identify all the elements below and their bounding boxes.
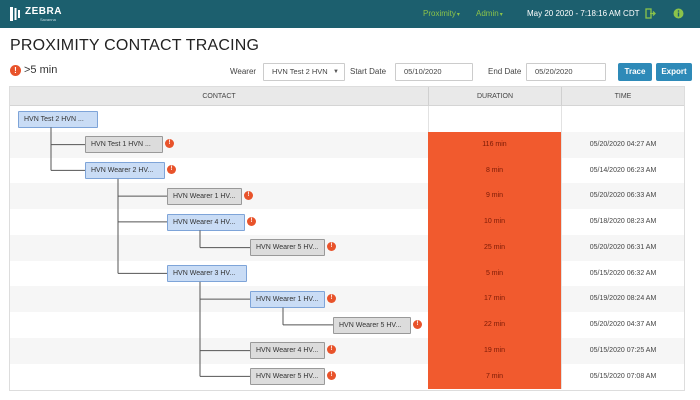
chevron-down-icon: ▼	[333, 69, 339, 75]
brand-name: ZEBRA	[25, 6, 62, 17]
contact-name: HVN Wearer 3 HV...	[173, 270, 236, 277]
page-title: PROXIMITY CONTACT TRACING	[10, 37, 260, 54]
current-datetime: May 20 2020 - 7:18:16 AM CDT	[527, 9, 640, 18]
header-contact: CONTACT	[10, 87, 428, 106]
table-row[interactable]: HVN Wearer 5 HV...! 7 min 05/15/2020 07:08…	[10, 363, 684, 390]
time-cell: 05/15/2020 06:32 AM	[561, 260, 684, 287]
time-cell: 05/20/2020 04:37 AM	[561, 312, 684, 338]
table-row[interactable]: HVN Wearer 3 HV... 5 min 05/15/2020 06:32 …	[10, 260, 684, 287]
contact-name: HVN Wearer 4 HV...	[256, 347, 319, 355]
chevron-down-icon: ▾	[456, 12, 460, 18]
alert-icon: !	[327, 345, 336, 355]
table-row[interactable]: HVN Wearer 5 HV...! 25 min 05/20/2020 06:3…	[10, 234, 684, 261]
alert-icon: !	[413, 319, 422, 329]
chevron-down-icon: ▾	[499, 12, 503, 18]
time-cell: 05/19/2020 08:24 AM	[561, 286, 684, 312]
contact-name: HVN Wearer 5 HV...	[339, 321, 402, 329]
wearer-select-value: HVN Test 2 HVN	[272, 67, 328, 76]
alert-icon: !	[167, 165, 176, 174]
nav-admin-label: Admin	[476, 9, 499, 18]
alert-icon: !	[327, 293, 336, 303]
header-duration: DURATION	[428, 87, 561, 106]
nav-proximity[interactable]: Proximity▾	[423, 9, 460, 18]
start-date-label: Start Date	[350, 67, 387, 76]
contact-node[interactable]: HVN Wearer 5 HV...!	[333, 316, 422, 334]
contact-name: HVN Wearer 1 HV...	[173, 192, 236, 200]
zebra-logo-icon	[10, 7, 20, 21]
export-button[interactable]: Export	[656, 63, 692, 81]
logout-icon[interactable]	[645, 8, 656, 19]
alert-icon: !	[165, 139, 174, 149]
wearer-select[interactable]: HVN Test 2 HVN ▼	[263, 63, 345, 81]
time-cell: 05/20/2020 06:33 AM	[561, 183, 684, 209]
duration-cell: 10 min	[428, 209, 561, 235]
alert-icon: !	[10, 65, 21, 76]
duration-cell: 22 min	[428, 312, 561, 338]
contact-node[interactable]: HVN Wearer 1 HV...!	[167, 187, 253, 205]
nav-admin[interactable]: Admin▾	[476, 9, 503, 18]
table-row[interactable]: HVN Wearer 4 HV...! 19 min 05/15/2020 07:2…	[10, 337, 684, 364]
contact-node[interactable]: HVN Test 2 HVN ...	[18, 110, 98, 128]
contact-node[interactable]: HVN Wearer 2 HV...!	[85, 162, 176, 179]
tree-connectors	[50, 127, 333, 377]
alert-icon: !	[327, 242, 336, 252]
alert-icon: !	[327, 371, 336, 380]
nav-proximity-label: Proximity	[423, 9, 456, 18]
time-cell: 05/15/2020 07:08 AM	[561, 363, 684, 390]
duration-cell: 8 min	[428, 157, 561, 184]
duration-cell: 17 min	[428, 286, 561, 312]
brand-sub: Savanna	[40, 17, 56, 22]
end-date-input[interactable]: 05/20/2020	[526, 63, 606, 81]
legend-label: >5 min	[24, 64, 58, 76]
contact-name: HVN Wearer 1 HV...	[256, 295, 319, 303]
table-row[interactable]: HVN Wearer 2 HV...! 8 min 05/14/2020 06:23…	[10, 157, 684, 184]
contact-node[interactable]: HVN Wearer 4 HV...!	[167, 213, 256, 231]
duration-cell: 19 min	[428, 337, 561, 364]
contact-node[interactable]: HVN Test 1 HVN ...!	[85, 136, 174, 154]
contact-name: HVN Wearer 5 HV...	[256, 244, 319, 252]
duration-cell: 5 min	[428, 260, 561, 287]
contact-table: CONTACT DURATION TIME HVN Test 2 HVN ...…	[9, 86, 685, 391]
start-date-input[interactable]: 05/10/2020	[395, 63, 473, 81]
duration-cell: 25 min	[428, 234, 561, 261]
alert-icon: !	[244, 190, 253, 200]
contact-name: HVN Wearer 5 HV...	[256, 373, 319, 380]
table-row[interactable]: HVN Test 1 HVN ...! 116 min 05/20/2020 04:…	[10, 131, 684, 158]
contact-name: HVN Test 1 HVN ...	[91, 141, 151, 149]
time-cell: 05/20/2020 06:31 AM	[561, 234, 684, 261]
contact-name: HVN Wearer 2 HV...	[91, 167, 154, 174]
table-row[interactable]: HVN Wearer 4 HV...! 10 min 05/18/2020 08:2…	[10, 209, 684, 235]
duration-cell: 116 min	[428, 131, 561, 158]
contact-node[interactable]: HVN Wearer 5 HV...!	[250, 239, 336, 257]
contact-node[interactable]: HVN Wearer 4 HV...!	[250, 342, 336, 360]
time-cell	[561, 106, 684, 132]
contact-name: HVN Test 2 HVN ...	[24, 115, 84, 123]
wearer-label: Wearer	[230, 67, 257, 76]
alert-icon: !	[247, 216, 256, 226]
duration-cell-empty	[428, 106, 561, 132]
contact-node[interactable]: HVN Wearer 1 HV...!	[250, 290, 336, 308]
time-cell: 05/18/2020 08:23 AM	[561, 209, 684, 235]
time-cell: 05/15/2020 07:25 AM	[561, 337, 684, 364]
time-cell: 05/14/2020 06:23 AM	[561, 157, 684, 184]
zebra-logo[interactable]: ZEBRA Savanna	[10, 5, 80, 23]
contact-node[interactable]: HVN Wearer 3 HV...	[167, 265, 247, 282]
top-bar: ZEBRA Savanna Proximity▾ Admin▾ May 20 2…	[0, 0, 700, 28]
duration-cell: 9 min	[428, 183, 561, 209]
info-icon[interactable]	[673, 8, 684, 19]
header-time: TIME	[561, 87, 684, 106]
end-date-label: End Date	[488, 67, 522, 76]
contact-node[interactable]: HVN Wearer 5 HV...!	[250, 368, 336, 385]
duration-cell: 7 min	[428, 363, 561, 390]
trace-button[interactable]: Trace	[618, 63, 652, 81]
table-row[interactable]: HVN Wearer 5 HV...! 22 min 05/20/2020 04:3…	[10, 312, 684, 338]
time-cell: 05/20/2020 04:27 AM	[561, 131, 684, 158]
table-row[interactable]: HVN Test 2 HVN ...	[10, 106, 684, 132]
contact-name: HVN Wearer 4 HV...	[173, 218, 236, 226]
table-row[interactable]: HVN Wearer 1 HV...! 17 min 05/19/2020 08:2…	[10, 286, 684, 312]
